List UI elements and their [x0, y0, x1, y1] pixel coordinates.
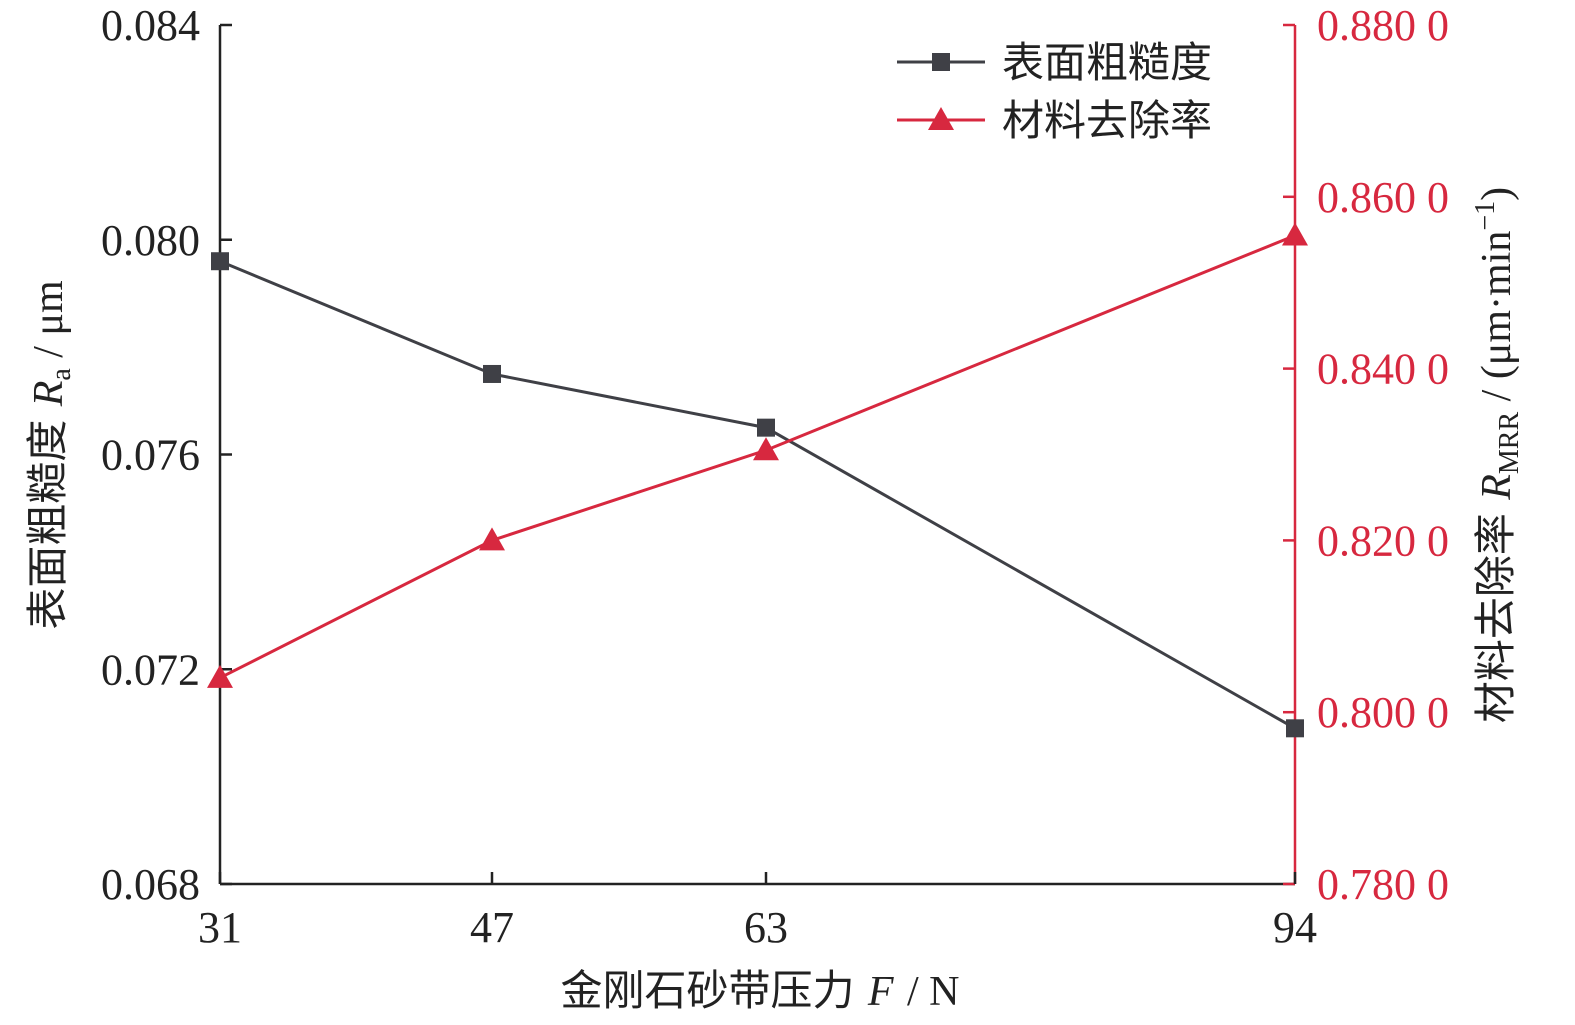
legend-item-2: 材料去除率	[897, 96, 1212, 145]
x-tick-label: 31	[198, 903, 242, 952]
y-left-tick-label: 0.076	[101, 431, 200, 480]
y-left-axis-title: 表面粗糙度 Ra / μm	[23, 280, 77, 630]
legend-item-1: 表面粗糙度	[897, 38, 1212, 87]
x-axis-title-text: 金刚石砂带压力	[561, 966, 855, 1015]
y-right-tick-label: 0.880 0	[1317, 1, 1449, 50]
series-layer	[207, 222, 1308, 738]
y-left-axis-title-symbol: R	[26, 381, 72, 408]
legend-marker-square	[932, 53, 950, 71]
legend-marker-triangle	[928, 107, 954, 130]
y-right-axis-title-sup: −1	[1470, 201, 1501, 231]
data-point-triangle	[479, 527, 505, 551]
data-point-square	[211, 252, 229, 271]
y-right-axis-title-symbol: R	[1474, 474, 1520, 501]
x-tick-label: 47	[470, 903, 514, 952]
y-right-tick-label: 0.840 0	[1317, 345, 1449, 394]
x-tick-label: 94	[1273, 903, 1317, 952]
data-point-square	[483, 364, 501, 383]
data-point-triangle	[753, 437, 779, 461]
series-line-2	[219, 234, 1296, 680]
y-left-tick-label: 0.072	[101, 645, 200, 694]
axes: 0.068 0.072 0.076 0.080 0.084 0.780 0 0.800 0 0…	[101, 1, 1449, 952]
y-right-axis-title-unit: / (μm·min	[1474, 231, 1520, 402]
data-point-square	[1286, 719, 1304, 738]
data-point-square	[757, 418, 775, 437]
y-right-tick-label: 0.800 0	[1317, 688, 1449, 737]
y-right-axis-title-subscript: MRR	[1494, 412, 1525, 475]
x-axis-title: 金刚石砂带压力 F / N	[561, 966, 960, 1015]
y-left-tick-label: 0.084	[101, 1, 200, 50]
data-point-triangle	[207, 664, 233, 688]
y-left-axis-title-unit: / μm	[26, 280, 72, 358]
series-line-1	[219, 259, 1296, 730]
data-point-triangle	[1282, 222, 1308, 246]
y-right-axis-title: 材料去除率 RMRR / (μm·min−1)	[1470, 187, 1525, 723]
y-right-tick-label: 0.820 0	[1317, 516, 1449, 565]
x-axis-title-unit: / N	[907, 969, 960, 1015]
legend-label: 材料去除率	[1002, 96, 1212, 145]
y-left-axis-title-text: 表面粗糙度	[23, 420, 72, 630]
y-right-tick-label: 0.780 0	[1317, 860, 1449, 909]
legend-label: 表面粗糙度	[1002, 38, 1212, 87]
y-left-tick-label: 0.068	[101, 860, 200, 909]
y-right-axis-title-text: 材料去除率	[1471, 513, 1520, 723]
x-axis-title-symbol: F	[867, 969, 894, 1015]
y-right-tick-label: 0.860 0	[1317, 173, 1449, 222]
y-right-axis-title-close: )	[1474, 187, 1520, 201]
y-left-tick-label: 0.080	[101, 216, 200, 265]
x-tick-label: 63	[744, 903, 788, 952]
y-left-axis-title-subscript: a	[46, 368, 77, 381]
